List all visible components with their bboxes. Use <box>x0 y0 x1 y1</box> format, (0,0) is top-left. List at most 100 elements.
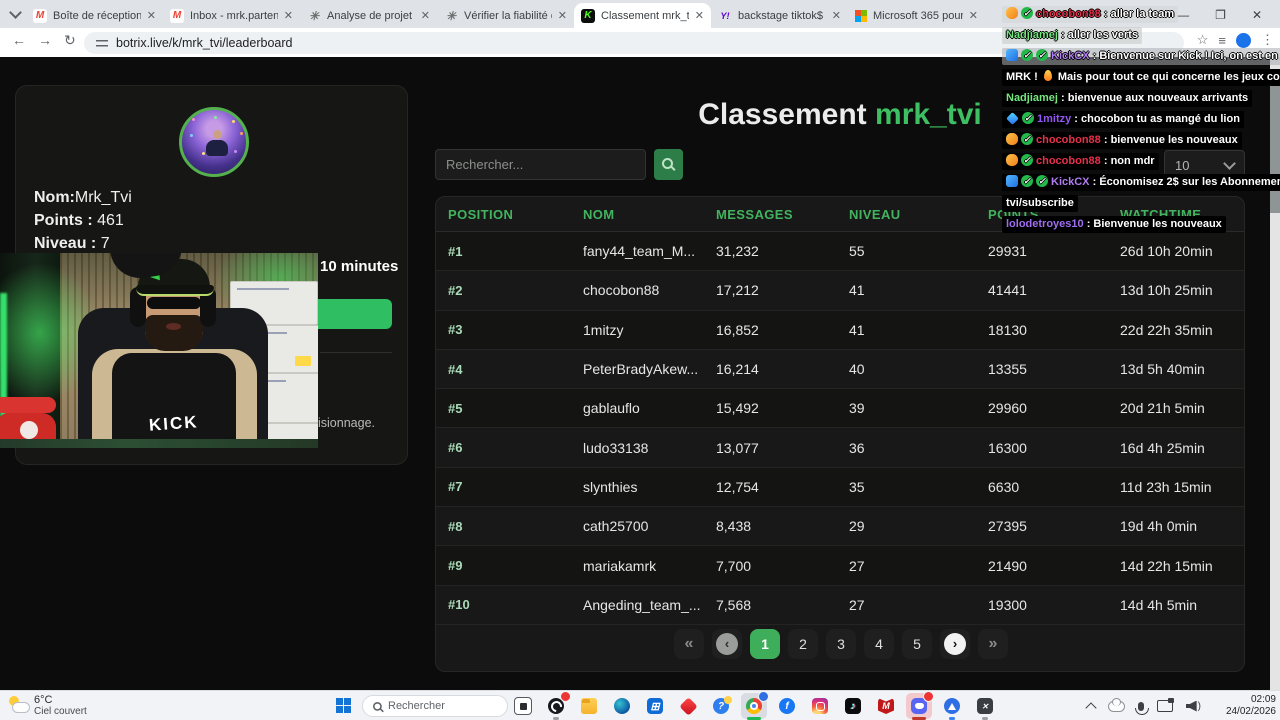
cell-wt: 14d 4h 5min <box>1120 596 1198 613</box>
volume-icon[interactable]: ) <box>1185 700 1201 712</box>
table-row[interactable]: #7 slynthies 12,754 35 6630 11d 23h 15min <box>436 467 1244 508</box>
cell-pos: #2 <box>448 282 463 298</box>
clock[interactable]: 02:09 24/02/2026 <box>1225 694 1276 717</box>
url-text: botrix.live/k/mrk_tvi/leaderboard <box>116 36 293 50</box>
table-row[interactable]: #5 gablauflo 15,492 39 29960 20d 21h 5min <box>436 389 1244 429</box>
discord-taskbar-icon[interactable] <box>906 691 934 720</box>
microphone-tray-icon[interactable] <box>1134 701 1149 715</box>
table-row[interactable]: #6 ludo33138 13,077 36 16300 16d 4h 25min <box>436 428 1244 468</box>
watchtime-note-text: isionnage. <box>318 416 375 430</box>
cell-lvl: 29 <box>849 518 865 535</box>
tiktok-taskbar-icon[interactable] <box>840 693 866 719</box>
browser-menu-icon[interactable]: ⋮ <box>1261 32 1274 47</box>
chat-username: 1mitzy <box>1037 113 1072 125</box>
cell-wt: 13d 10h 25min <box>1120 282 1213 299</box>
browser-tab[interactable]: Boîte de réception (1792 ✕ <box>26 3 163 28</box>
window-restore-button[interactable]: ❐ <box>1215 8 1226 22</box>
table-row[interactable]: #8 cath25700 8,438 29 27395 19d 4h 0min <box>436 507 1244 547</box>
chat-badge-blue-icon <box>1006 175 1018 187</box>
table-row[interactable]: #10 Angeding_team_... 7,568 27 19300 14d 4h 5… <box>436 586 1244 625</box>
taskbar-search[interactable]: Rechercher <box>362 695 508 717</box>
taskbar: 6°C Ciel couvert Rechercher ) 02:09 24/0… <box>0 690 1280 720</box>
cell-pos: #10 <box>448 597 470 613</box>
tab-close-icon[interactable]: ✕ <box>420 10 430 22</box>
onedrive-icon[interactable] <box>1107 697 1125 712</box>
taskview-taskbar-icon[interactable] <box>510 693 536 719</box>
scrollbar-thumb[interactable] <box>1270 81 1280 213</box>
cell-wt: 11d 23h 15min <box>1120 478 1212 495</box>
cell-name: gablauflo <box>583 400 640 417</box>
tab-close-icon[interactable]: ✕ <box>557 10 567 22</box>
edge-taskbar-icon[interactable] <box>609 693 635 719</box>
help-taskbar-icon[interactable] <box>708 693 734 719</box>
facebook-taskbar-icon[interactable] <box>774 693 800 719</box>
search-button[interactable] <box>654 149 683 180</box>
pagination-button[interactable]: 2 <box>788 628 818 659</box>
channel-name: mrk_tvi <box>875 98 982 131</box>
tab-close-icon[interactable]: ✕ <box>831 10 841 22</box>
pagination-button[interactable]: ‹ <box>712 628 742 659</box>
cell-lvl: 35 <box>849 478 865 495</box>
explorer-taskbar-icon[interactable] <box>576 693 602 719</box>
trust-taskbar-icon[interactable] <box>939 693 965 720</box>
pagination-button[interactable]: 3 <box>826 628 856 659</box>
table-row[interactable]: #1 fany44_team_M... 31,232 55 29931 26d 10h 2… <box>436 232 1244 272</box>
bookmark-star-icon[interactable]: ☆ <box>1196 32 1209 47</box>
tab-list-chevron-button[interactable] <box>8 6 22 21</box>
pagination-button[interactable]: » <box>978 628 1008 659</box>
table-row[interactable]: #2 chocobon88 17,212 41 41441 13d 10h 25min <box>436 271 1244 311</box>
window-close-button[interactable]: ✕ <box>1251 8 1262 22</box>
browser-tab[interactable]: Vérifier la fiabilité d'une a ✕ <box>437 3 574 28</box>
xsplit-taskbar-icon[interactable] <box>972 693 998 720</box>
pagination-button[interactable]: › <box>940 628 970 659</box>
reload-button[interactable]: ↻ <box>64 32 76 48</box>
tab-close-icon[interactable]: ✕ <box>146 10 156 22</box>
chat-message: KickCX : Bienvenue sur Kick ! Ici, on es… <box>1002 46 1280 65</box>
chat-message: MRK ! Mais pour tout ce qui concerne les… <box>1002 67 1280 86</box>
search-input[interactable] <box>435 149 646 180</box>
back-button[interactable]: ← <box>12 32 26 48</box>
chrome-taskbar-icon[interactable] <box>741 691 769 720</box>
browser-tab[interactable]: backstage tiktok$ - Yahoo ✕ <box>711 3 848 28</box>
network-display-icon[interactable] <box>1156 698 1174 712</box>
cell-wt: 22d 22h 35min <box>1120 321 1213 338</box>
tab-close-icon[interactable]: ✕ <box>968 10 978 22</box>
cell-lvl: 27 <box>849 557 865 574</box>
tab-close-icon[interactable]: ✕ <box>283 10 293 22</box>
chat-message: lolodetroyes10 : Bienvenue les nouveaux <box>1002 214 1280 233</box>
pagination-button[interactable]: 4 <box>864 628 894 659</box>
cell-lvl: 27 <box>849 596 865 613</box>
forward-button[interactable]: → <box>38 32 52 48</box>
table-row[interactable]: #3 1mitzy 16,852 41 18130 22d 22h 35min <box>436 310 1244 350</box>
pagination-button[interactable]: 5 <box>902 628 932 659</box>
media-playlist-icon[interactable]: ≡ <box>1218 32 1226 48</box>
tab-close-icon[interactable]: ✕ <box>694 10 704 22</box>
browser-tab[interactable]: Microsoft 365 pour les pa ✕ <box>848 3 985 28</box>
page-scrollbar[interactable] <box>1270 57 1280 690</box>
weather-temperature[interactable]: 6°C <box>34 694 53 706</box>
mcafee-taskbar-icon[interactable] <box>873 693 899 719</box>
address-bar[interactable]: botrix.live/k/mrk_tvi/leaderboard <box>84 32 1184 54</box>
site-settings-icon[interactable] <box>96 38 108 48</box>
table-row[interactable]: #4 PeterBradyAkew... 16,214 40 13355 13d 5h 4… <box>436 350 1244 390</box>
window-minimize-button[interactable]: — <box>1177 8 1190 22</box>
instagram-taskbar-icon[interactable] <box>807 693 833 719</box>
table-row[interactable]: #9 mariakamrk 7,700 27 21490 14d 22h 15min <box>436 546 1244 586</box>
chatgpt-favicon <box>444 9 458 23</box>
tray-expand-icon[interactable] <box>1084 701 1097 714</box>
weather-icon[interactable] <box>8 696 30 714</box>
gamered-taskbar-icon[interactable] <box>675 693 701 719</box>
start-button[interactable] <box>336 698 351 713</box>
store-taskbar-icon[interactable] <box>642 693 668 719</box>
browser-tab[interactable]: Analyse de projet média ✕ <box>300 3 437 28</box>
pagination-button[interactable]: 1 <box>750 628 780 659</box>
avatar <box>179 107 249 177</box>
weather-description[interactable]: Ciel couvert <box>34 706 87 717</box>
chat-message: Nadjiamej : aller les verts <box>1002 25 1280 44</box>
profile-avatar-icon[interactable] <box>1236 32 1251 48</box>
webcam-overlay: KICK <box>0 253 318 448</box>
browser-tab[interactable]: Inbox - mrk.partenaires@ ✕ <box>163 3 300 28</box>
obs-taskbar-icon[interactable] <box>543 691 571 720</box>
pagination-button[interactable]: « <box>674 628 704 659</box>
browser-tab[interactable]: Classement mrk_tvi | Le m ✕ <box>574 3 711 28</box>
